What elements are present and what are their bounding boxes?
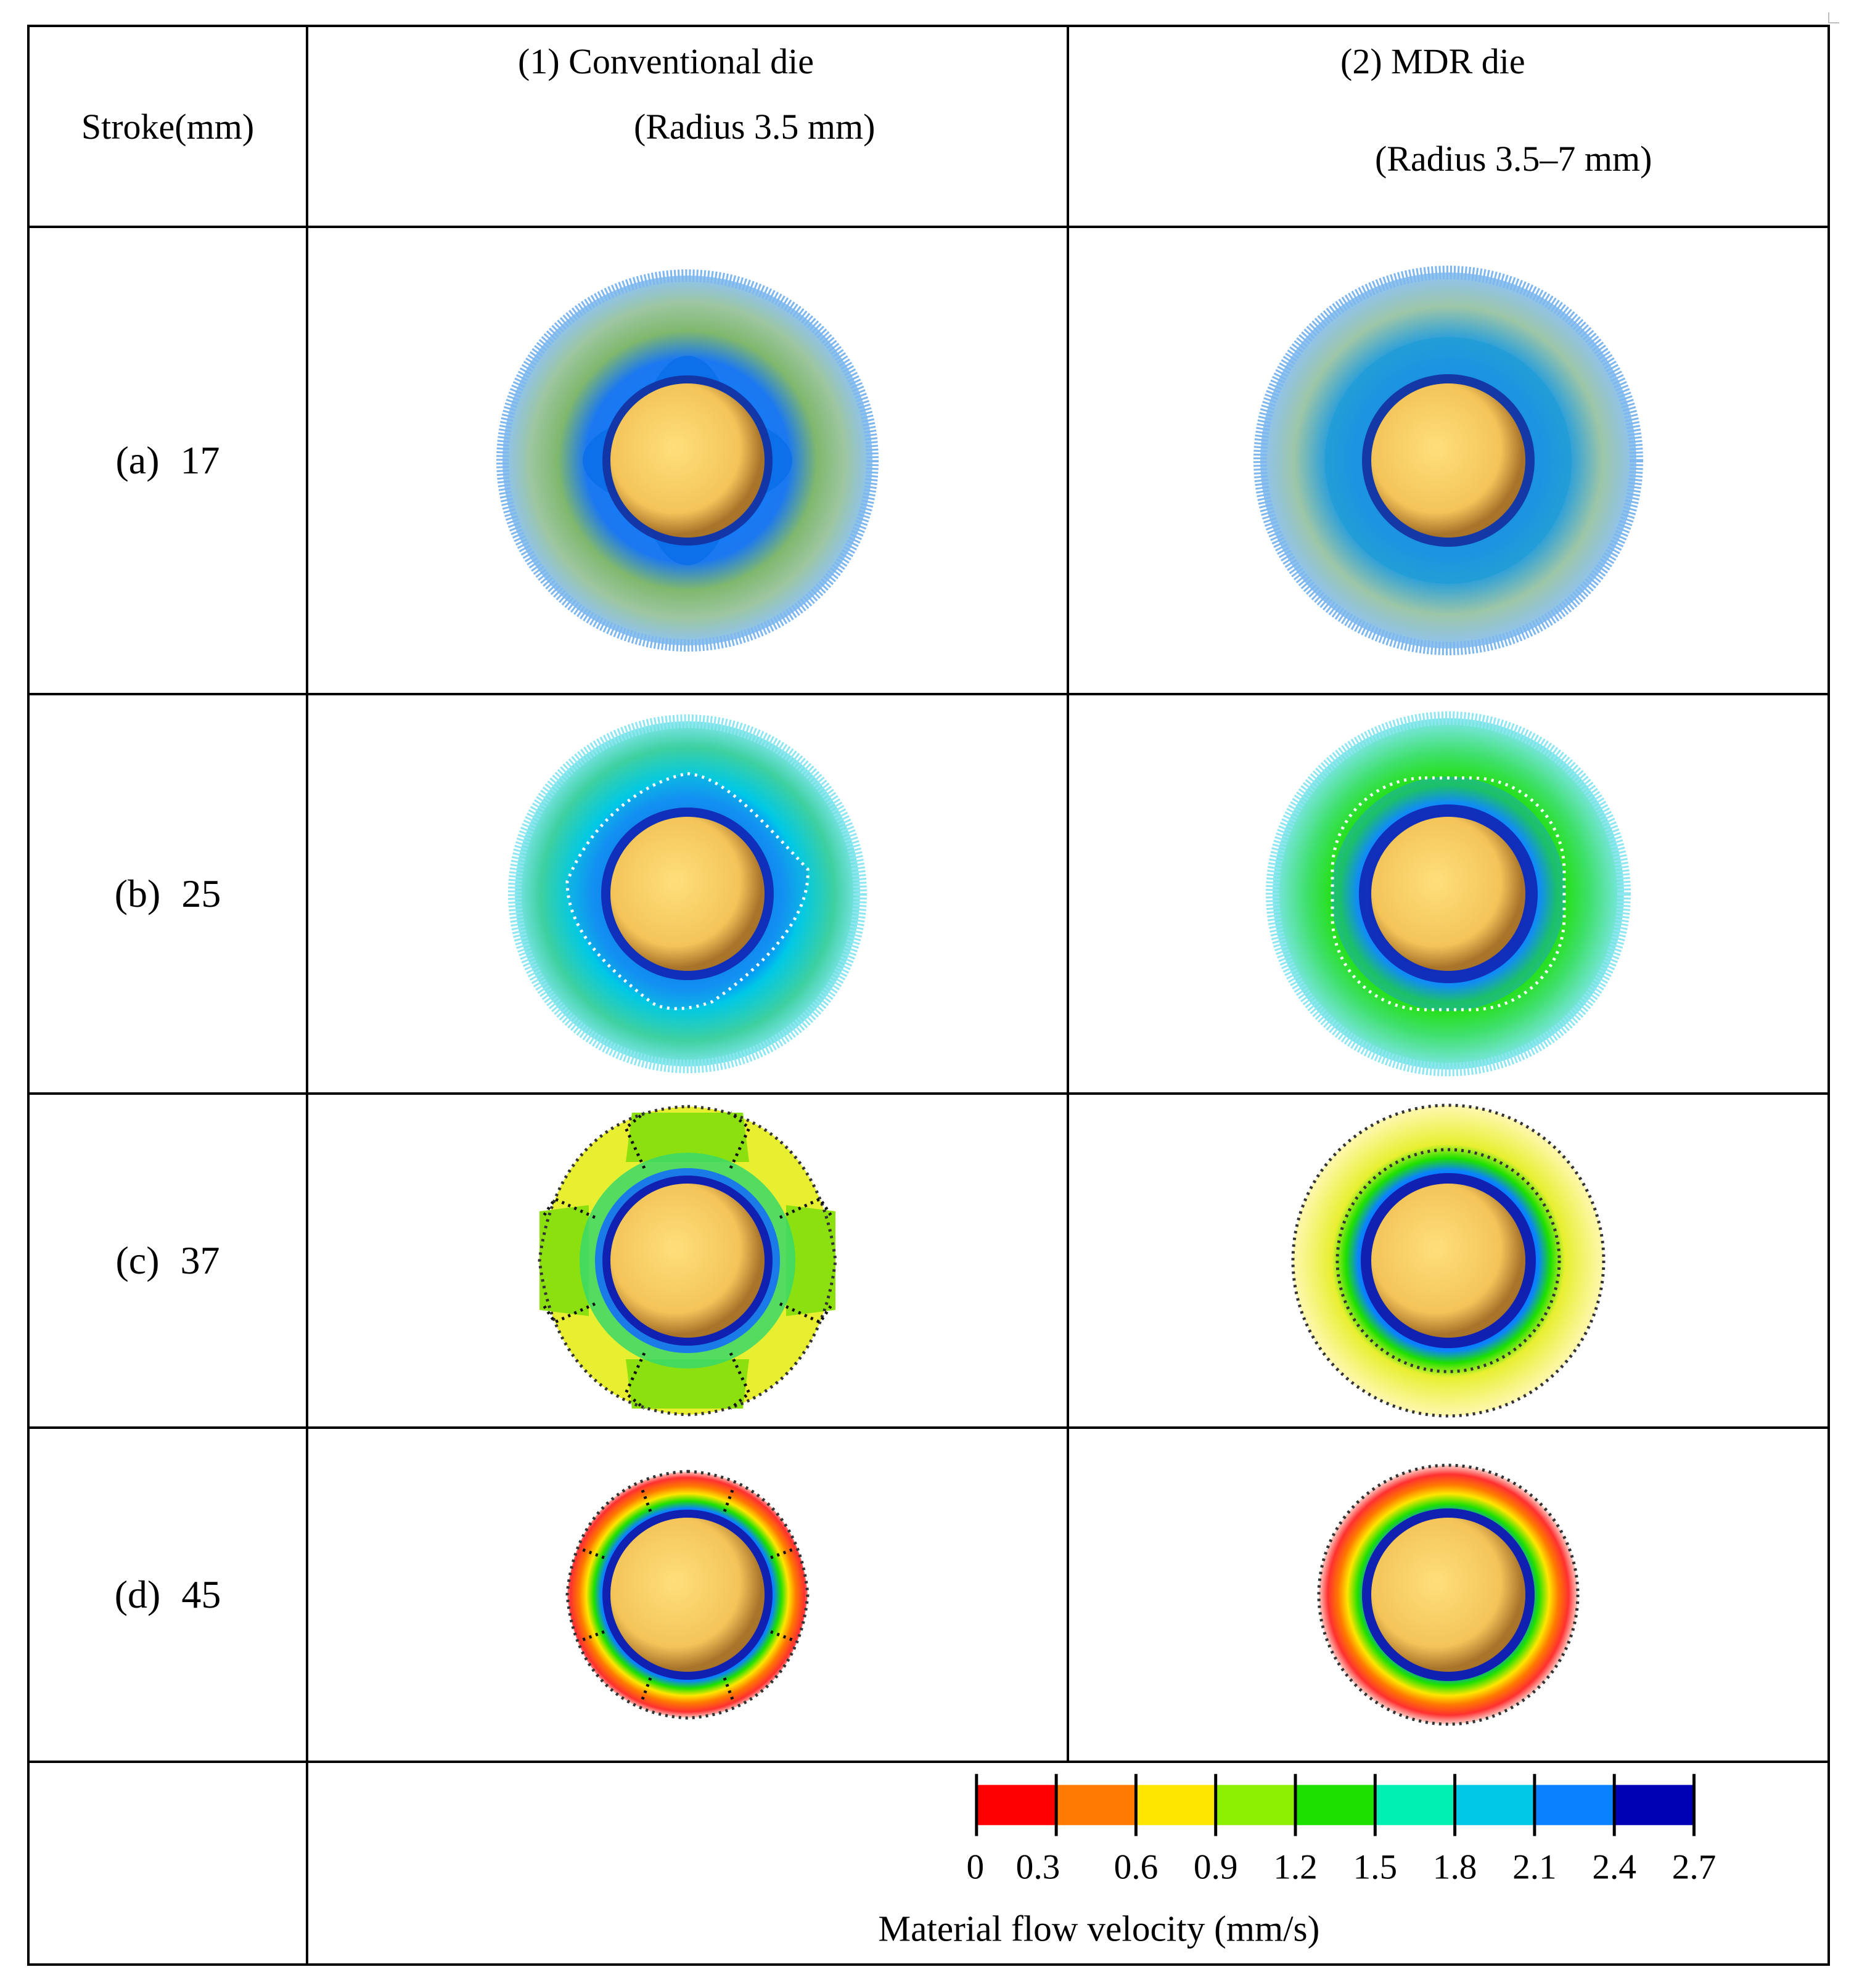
figure-table: Stroke(mm) (1) Conventional die (Radius …	[27, 25, 1830, 1966]
row-stroke-37: (c) 37	[27, 1092, 1830, 1429]
legend-row: 0 0.3 0.6 0.9 1.2 1.5 1.8 2.1 2.4 2.7 Material fl…	[27, 1761, 1830, 1966]
header-col1-title: (1) Conventional die	[518, 41, 814, 81]
row-stroke-17: (a) 17	[27, 226, 1830, 695]
velocity-map-mdr-25	[1266, 711, 1631, 1076]
header-col2-title: (2) MDR die	[1340, 41, 1525, 81]
legend-tick-label-6: 1.8	[1433, 1848, 1477, 1887]
sim-conventional-25	[306, 693, 1069, 1095]
header-stroke: Stroke(mm)	[27, 25, 308, 228]
legend-swatch-5	[1375, 1785, 1455, 1825]
legend-tick-label-1: 0.3	[1016, 1848, 1060, 1887]
row-b-label: (b) 25	[27, 693, 308, 1095]
legend-tick-label-2: 0.6	[1114, 1848, 1159, 1887]
row-b-letter: (b)	[114, 872, 161, 915]
sim-conventional-45	[306, 1426, 1069, 1763]
header-stroke-label: Stroke(mm)	[81, 106, 255, 147]
row-b-stroke: 25	[181, 872, 221, 915]
legend-swatch-3	[1215, 1785, 1296, 1825]
row-stroke-25: (b) 25	[27, 693, 1830, 1095]
velocity-map-mdr-17	[1253, 266, 1643, 655]
header-col2-radius: (Radius 3.5–7 mm)	[1375, 139, 1652, 179]
legend-cell: 0 0.3 0.6 0.9 1.2 1.5 1.8 2.1 2.4 2.7 Material fl…	[306, 1761, 1830, 1966]
row-d-letter: (d)	[114, 1573, 161, 1616]
legend-tick-label-7: 2.1	[1512, 1848, 1557, 1887]
sim-mdr-45	[1067, 1426, 1830, 1763]
row-stroke-45: (d) 45	[27, 1426, 1830, 1763]
header-mdr-die: (2) MDR die (Radius 3.5–7 mm)	[1067, 25, 1830, 228]
legend-empty-cell	[27, 1761, 308, 1966]
row-c-label: (c) 37	[27, 1092, 308, 1429]
legend-swatch-0	[976, 1785, 1057, 1825]
legend-tick-label-8: 2.4	[1592, 1848, 1636, 1887]
legend-tick-label-9: 2.7	[1672, 1848, 1717, 1887]
sim-conventional-37	[306, 1092, 1069, 1429]
row-d-label: (d) 45	[27, 1426, 308, 1763]
row-c-stroke: 37	[180, 1238, 220, 1282]
velocity-color-legend: 0 0.3 0.6 0.9 1.2 1.5 1.8 2.1 2.4 2.7 Material fl…	[878, 1773, 1717, 1949]
page-corner-mark	[1828, 12, 1839, 23]
row-a-stroke: 17	[180, 438, 220, 482]
row-c-letter: (c)	[115, 1238, 160, 1282]
sim-mdr-37	[1067, 1092, 1830, 1429]
sim-mdr-17	[1067, 226, 1830, 695]
velocity-map-conventional-25	[508, 714, 867, 1073]
legend-title: Material flow velocity (mm/s)	[878, 1908, 1319, 1949]
velocity-map-mdr-37	[1291, 1103, 1606, 1418]
sim-mdr-25	[1067, 693, 1830, 1095]
legend-swatch-1	[1056, 1785, 1136, 1825]
legend-swatch-4	[1295, 1785, 1376, 1825]
sim-conventional-17	[306, 226, 1069, 695]
legend-tick-label-3: 0.9	[1194, 1848, 1238, 1887]
legend-swatch-2	[1136, 1785, 1216, 1825]
legend-tick-label-0: 0	[967, 1848, 985, 1887]
legend-swatch-8	[1614, 1785, 1694, 1825]
velocity-map-conventional-45	[565, 1470, 810, 1720]
row-a-label: (a) 17	[27, 226, 308, 695]
legend-tick-label-5: 1.5	[1353, 1848, 1398, 1887]
velocity-map-conventional-37	[538, 1105, 837, 1417]
row-a-letter: (a)	[115, 438, 160, 482]
row-d-stroke: 45	[181, 1573, 221, 1616]
legend-swatch-6	[1454, 1785, 1535, 1825]
legend-tick-label-4: 1.2	[1273, 1848, 1318, 1887]
velocity-map-conventional-17	[496, 269, 879, 652]
header-col1-radius: (Radius 3.5 mm)	[634, 107, 876, 147]
header-conventional-die: (1) Conventional die (Radius 3.5 mm)	[306, 25, 1069, 228]
velocity-map-mdr-45	[1317, 1463, 1580, 1726]
header-row: Stroke(mm) (1) Conventional die (Radius …	[27, 25, 1830, 228]
legend-swatch-7	[1534, 1785, 1615, 1825]
